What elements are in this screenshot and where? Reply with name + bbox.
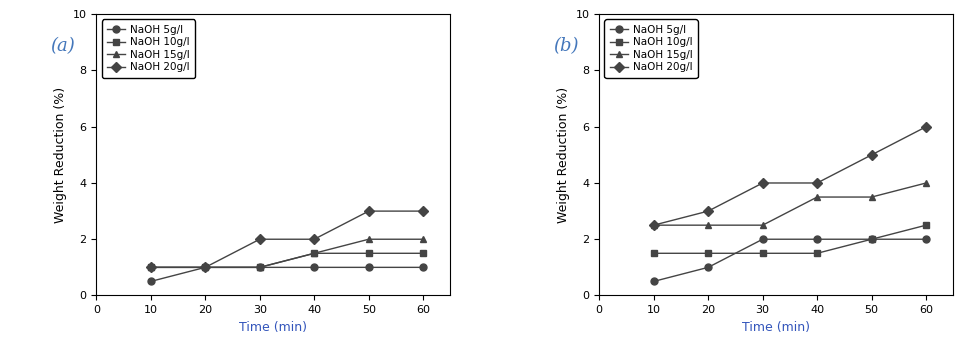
NaOH 15g/l [363, 237, 375, 241]
Text: (b): (b) [553, 37, 579, 55]
Y-axis label: Weight Reduction (%): Weight Reduction (%) [54, 87, 67, 223]
NaOH 20g/l [648, 223, 660, 227]
X-axis label: Time (min): Time (min) [742, 321, 810, 334]
NaOH 10g/l [308, 251, 320, 256]
NaOH 20g/l [308, 237, 320, 241]
NaOH 15g/l [199, 265, 211, 269]
NaOH 20g/l [866, 153, 877, 157]
NaOH 10g/l [199, 265, 211, 269]
Line: NaOH 20g/l: NaOH 20g/l [650, 123, 929, 229]
NaOH 5g/l [702, 265, 714, 269]
NaOH 5g/l [812, 237, 823, 241]
NaOH 20g/l [363, 209, 375, 213]
NaOH 5g/l [866, 237, 877, 241]
NaOH 20g/l [417, 209, 429, 213]
NaOH 10g/l [921, 223, 932, 227]
NaOH 15g/l [648, 223, 660, 227]
X-axis label: Time (min): Time (min) [240, 321, 307, 334]
Line: NaOH 5g/l: NaOH 5g/l [650, 236, 929, 285]
NaOH 20g/l [757, 181, 768, 185]
NaOH 5g/l [145, 279, 157, 283]
NaOH 10g/l [702, 251, 714, 256]
NaOH 20g/l [812, 181, 823, 185]
NaOH 20g/l [199, 265, 211, 269]
Line: NaOH 15g/l: NaOH 15g/l [650, 179, 929, 229]
NaOH 15g/l [921, 181, 932, 185]
NaOH 5g/l [757, 237, 768, 241]
NaOH 5g/l [921, 237, 932, 241]
NaOH 15g/l [702, 223, 714, 227]
NaOH 20g/l [921, 125, 932, 129]
NaOH 5g/l [254, 265, 266, 269]
NaOH 10g/l [648, 251, 660, 256]
Line: NaOH 20g/l: NaOH 20g/l [147, 208, 427, 271]
NaOH 5g/l [199, 265, 211, 269]
NaOH 20g/l [254, 237, 266, 241]
Line: NaOH 10g/l: NaOH 10g/l [147, 250, 427, 271]
NaOH 10g/l [363, 251, 375, 256]
Legend: NaOH 5g/l, NaOH 10g/l, NaOH 15g/l, NaOH 20g/l: NaOH 5g/l, NaOH 10g/l, NaOH 15g/l, NaOH … [605, 20, 697, 78]
Legend: NaOH 5g/l, NaOH 10g/l, NaOH 15g/l, NaOH 20g/l: NaOH 5g/l, NaOH 10g/l, NaOH 15g/l, NaOH … [101, 20, 195, 78]
NaOH 5g/l [417, 265, 429, 269]
NaOH 15g/l [308, 251, 320, 256]
NaOH 5g/l [648, 279, 660, 283]
NaOH 10g/l [812, 251, 823, 256]
NaOH 15g/l [417, 237, 429, 241]
Line: NaOH 15g/l: NaOH 15g/l [147, 236, 427, 271]
NaOH 10g/l [417, 251, 429, 256]
NaOH 20g/l [145, 265, 157, 269]
NaOH 5g/l [308, 265, 320, 269]
NaOH 10g/l [145, 265, 157, 269]
NaOH 10g/l [866, 237, 877, 241]
NaOH 15g/l [812, 195, 823, 199]
NaOH 15g/l [254, 265, 266, 269]
Line: NaOH 5g/l: NaOH 5g/l [147, 264, 427, 285]
NaOH 20g/l [702, 209, 714, 213]
Line: NaOH 10g/l: NaOH 10g/l [650, 222, 929, 257]
NaOH 10g/l [254, 265, 266, 269]
NaOH 5g/l [363, 265, 375, 269]
NaOH 15g/l [145, 265, 157, 269]
NaOH 10g/l [757, 251, 768, 256]
Y-axis label: Weight Reduction (%): Weight Reduction (%) [557, 87, 570, 223]
NaOH 15g/l [757, 223, 768, 227]
Text: (a): (a) [50, 37, 75, 55]
NaOH 15g/l [866, 195, 877, 199]
